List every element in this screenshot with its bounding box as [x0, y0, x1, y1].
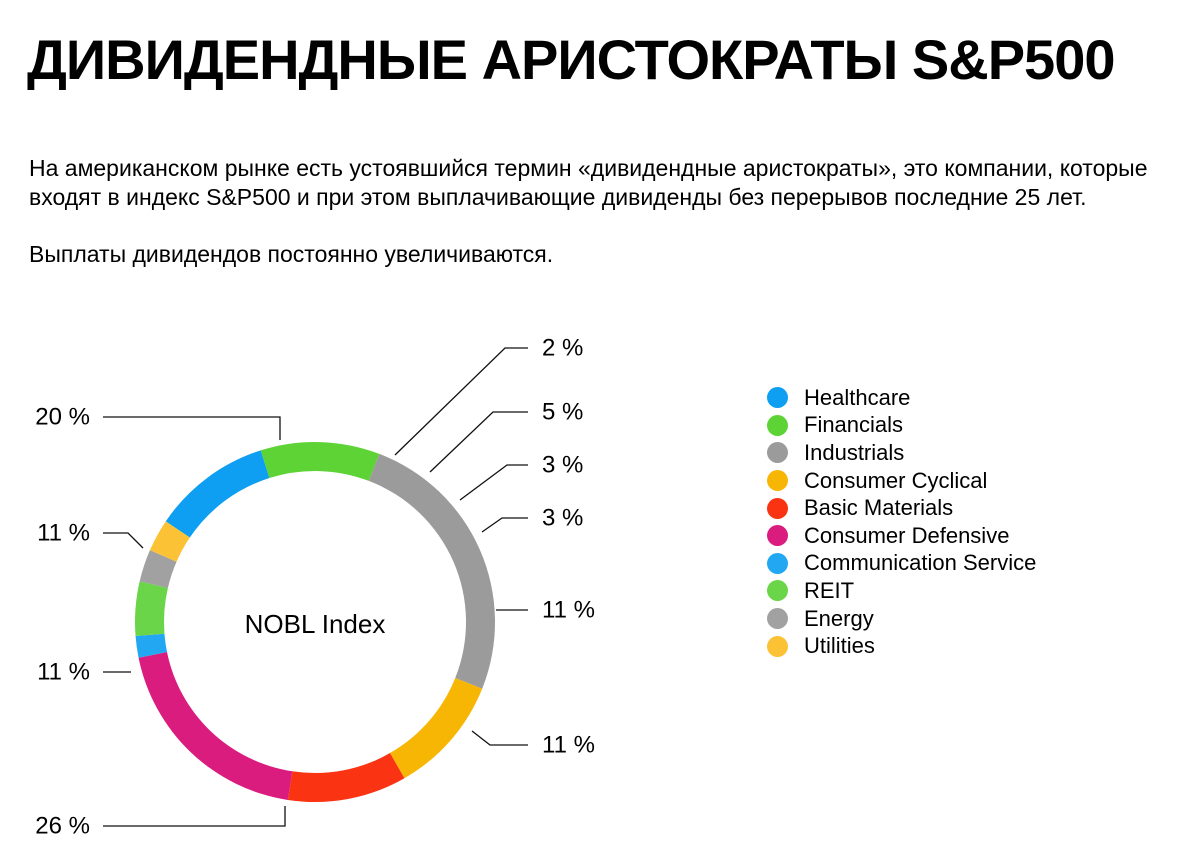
leader-line-utilities	[481, 517, 528, 533]
legend-item-utilities: Utilities	[767, 632, 1036, 660]
slice-utilities	[149, 521, 190, 562]
leader-line-reit	[429, 411, 528, 473]
leader-line-financials	[471, 730, 528, 746]
leader-line-communication-service	[394, 347, 528, 456]
leader-lines	[103, 347, 528, 827]
slice-healthcare	[165, 450, 270, 538]
leader-line-basic-materials	[103, 532, 144, 549]
legend-swatch	[767, 525, 788, 547]
legend-label: Healthcare	[804, 384, 911, 410]
legend-item-consumer-cyclical: Consumer Cyclical	[767, 467, 1036, 495]
legend-swatch	[767, 470, 788, 492]
leader-line-consumer-defensive	[103, 416, 281, 440]
legend-label: Consumer Defensive	[804, 522, 1010, 548]
slice-industrials	[368, 453, 495, 689]
legend-swatch	[767, 635, 788, 657]
value-label-consumer-cyclical: 11 %	[37, 659, 90, 686]
intro-text: На американском рынке есть устоявшийся т…	[29, 154, 1149, 269]
slice-reit	[134, 581, 168, 636]
value-label-communication-service: 2 %	[542, 335, 583, 362]
legend-swatch	[767, 580, 788, 602]
slice-financials	[260, 441, 380, 481]
value-label-healthcare: 11 %	[542, 597, 595, 624]
intro-paragraph-1: На американском рынке есть устоявшийся т…	[29, 155, 1148, 210]
legend-label: Communication Service	[804, 550, 1037, 576]
leader-line-energy	[459, 464, 528, 501]
slice-consumer-defensive	[138, 651, 293, 800]
legend-item-reit: REIT	[767, 577, 1036, 605]
legend-item-financials: Financials	[767, 412, 1036, 440]
legend-label: REIT	[804, 577, 855, 603]
value-label-basic-materials: 11 %	[37, 520, 90, 547]
legend-swatch	[767, 387, 788, 409]
value-label-industrials: 26 %	[35, 813, 90, 840]
slice-energy	[139, 550, 177, 588]
legend-item-industrials: Industrials	[767, 439, 1036, 467]
legend-swatch	[767, 414, 788, 436]
chart-legend: Healthcare Financials Industrials Consumer …	[767, 384, 1036, 660]
center-label: NOBL Index	[245, 609, 386, 639]
slice-consumer-cyclical	[390, 677, 483, 779]
donut-slices	[134, 441, 495, 802]
legend-item-healthcare: Healthcare	[767, 384, 1036, 412]
legend-item-energy: Energy	[767, 605, 1036, 633]
legend-swatch	[767, 608, 788, 630]
legend-swatch	[767, 552, 788, 574]
value-label-energy: 3 %	[542, 452, 583, 479]
legend-swatch	[767, 442, 788, 464]
legend-item-communication-service: Communication Service	[767, 550, 1036, 578]
page-title: ДИВИДЕНДНЫЕ АРИСТОКРАТЫ S&P500	[27, 28, 1115, 91]
legend-label: Industrials	[804, 439, 905, 465]
slice-basic-materials	[287, 753, 405, 802]
legend-label: Consumer Cyclical	[804, 467, 988, 493]
value-label-reit: 5 %	[542, 399, 583, 426]
intro-paragraph-2: Выплаты дивидендов постоянно увеличивают…	[29, 241, 554, 267]
leader-line-industrials	[103, 806, 286, 827]
slice-communication-service	[135, 633, 167, 658]
legend-item-consumer-defensive: Consumer Defensive	[767, 522, 1036, 550]
legend-label: Basic Materials	[804, 495, 954, 521]
legend-label: Energy	[804, 605, 874, 631]
legend-label: Utilities	[804, 633, 875, 659]
value-labels: 11 % 11 % 26 % 11 % 11 % 20 % 2 % 5 % 3 % 3 %	[35, 335, 595, 840]
legend-swatch	[767, 497, 788, 519]
legend-label: Financials	[804, 412, 904, 438]
value-label-financials: 11 %	[542, 732, 595, 759]
value-label-consumer-defensive: 20 %	[35, 404, 90, 431]
value-label-utilities: 3 %	[542, 505, 583, 532]
legend-item-basic-materials: Basic Materials	[767, 494, 1036, 522]
